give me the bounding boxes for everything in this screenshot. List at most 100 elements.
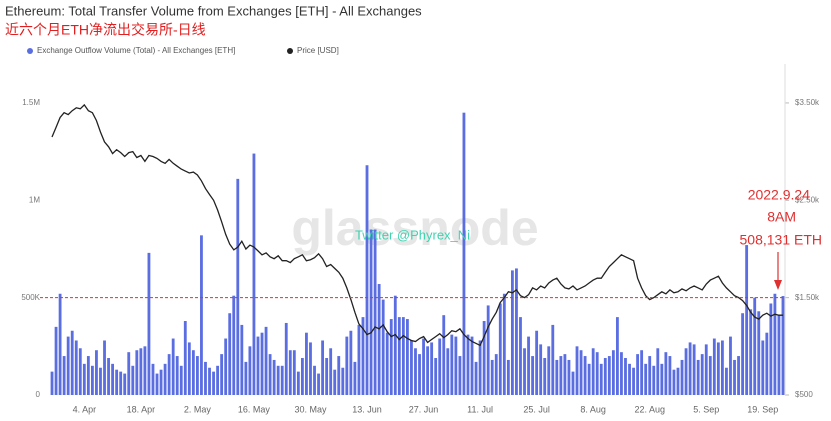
- bar: [482, 321, 486, 395]
- bar: [337, 356, 341, 395]
- x-tick-label: 27. Jun: [409, 404, 439, 414]
- bar: [603, 358, 607, 395]
- bar: [212, 371, 215, 395]
- bar: [191, 350, 195, 395]
- bar: [696, 359, 700, 395]
- bar: [143, 346, 147, 395]
- bar: [733, 359, 736, 395]
- bar: [757, 311, 761, 395]
- bar: [260, 332, 264, 395]
- bar: [151, 363, 155, 395]
- bar: [248, 346, 252, 395]
- bar: [70, 330, 74, 395]
- bar: [571, 371, 575, 395]
- bar: [131, 365, 135, 395]
- bar: [414, 348, 417, 395]
- price-line: [51, 103, 783, 347]
- bar: [216, 365, 220, 395]
- bar: [781, 296, 785, 395]
- bar: [749, 309, 753, 395]
- bar: [284, 322, 288, 395]
- legend-swatch: [27, 48, 33, 54]
- y-tick-label: 1.5M: [22, 98, 40, 107]
- bar: [700, 354, 704, 395]
- bar: [333, 369, 337, 395]
- bar: [236, 178, 240, 395]
- bar: [373, 229, 377, 395]
- bar: [555, 359, 559, 395]
- bar: [777, 315, 781, 395]
- x-tick-label: 2. May: [184, 404, 212, 414]
- bar: [300, 358, 304, 395]
- bar: [595, 352, 599, 395]
- x-tick-label: 22. Aug: [634, 404, 665, 414]
- bar: [454, 336, 458, 395]
- bar: [86, 356, 90, 395]
- bar: [159, 369, 163, 395]
- bar: [523, 348, 526, 395]
- x-tick-label: 18. Apr: [127, 404, 156, 414]
- bar: [54, 326, 58, 395]
- bar: [769, 303, 773, 395]
- bar: [50, 371, 54, 395]
- bar: [353, 361, 357, 395]
- bar: [272, 359, 276, 395]
- x-tick-label: 25. Jul: [523, 404, 550, 414]
- bar: [502, 293, 506, 395]
- bar: [155, 373, 159, 395]
- bar: [296, 371, 300, 395]
- x-tick-label: 13. Jun: [352, 404, 382, 414]
- bar: [599, 363, 603, 395]
- annotation: 2022.9.24: [748, 187, 810, 203]
- bar: [329, 348, 333, 395]
- legend-label: Exchange Outflow Volume (Total) - All Ex…: [37, 46, 235, 55]
- bar: [438, 338, 442, 395]
- bar: [527, 336, 530, 395]
- bar: [232, 295, 236, 395]
- bar: [466, 334, 470, 395]
- bar: [729, 336, 732, 395]
- bar: [345, 336, 349, 395]
- bar: [632, 367, 635, 395]
- watermark: glassnode: [291, 200, 538, 256]
- bar: [656, 348, 660, 395]
- bar: [313, 365, 316, 395]
- bar: [147, 252, 151, 395]
- x-tick-label: 30. May: [294, 404, 327, 414]
- bar: [228, 313, 232, 395]
- x-tick-label: 4. Apr: [73, 404, 97, 414]
- bar: [539, 344, 543, 395]
- y-tick-label: 1M: [29, 195, 40, 204]
- bar: [410, 340, 413, 395]
- bar: [252, 153, 256, 395]
- bar: [765, 332, 769, 395]
- bar: [636, 354, 640, 395]
- bar: [357, 324, 361, 395]
- bar: [720, 340, 724, 395]
- bar: [664, 352, 668, 395]
- bar: [741, 313, 745, 395]
- annotation: 508,131 ETH: [740, 232, 823, 248]
- bar: [309, 342, 312, 395]
- chart-title: Ethereum: Total Transfer Volume from Exc…: [5, 3, 422, 18]
- bar: [397, 317, 401, 395]
- bar: [99, 367, 102, 395]
- bar: [369, 229, 373, 395]
- bar: [551, 324, 555, 395]
- bar: [139, 348, 143, 395]
- bar: [381, 299, 385, 395]
- bar: [531, 356, 535, 395]
- bar: [135, 350, 139, 395]
- bar: [95, 350, 98, 395]
- legend-label: Price [USD]: [297, 46, 339, 55]
- bar: [175, 356, 179, 395]
- bar: [498, 303, 502, 395]
- bar: [393, 295, 397, 395]
- bar: [361, 317, 365, 395]
- bar: [704, 344, 708, 395]
- bar: [82, 363, 86, 395]
- bar: [640, 350, 644, 395]
- bar: [575, 346, 579, 395]
- bar: [365, 165, 369, 395]
- bar: [620, 352, 623, 395]
